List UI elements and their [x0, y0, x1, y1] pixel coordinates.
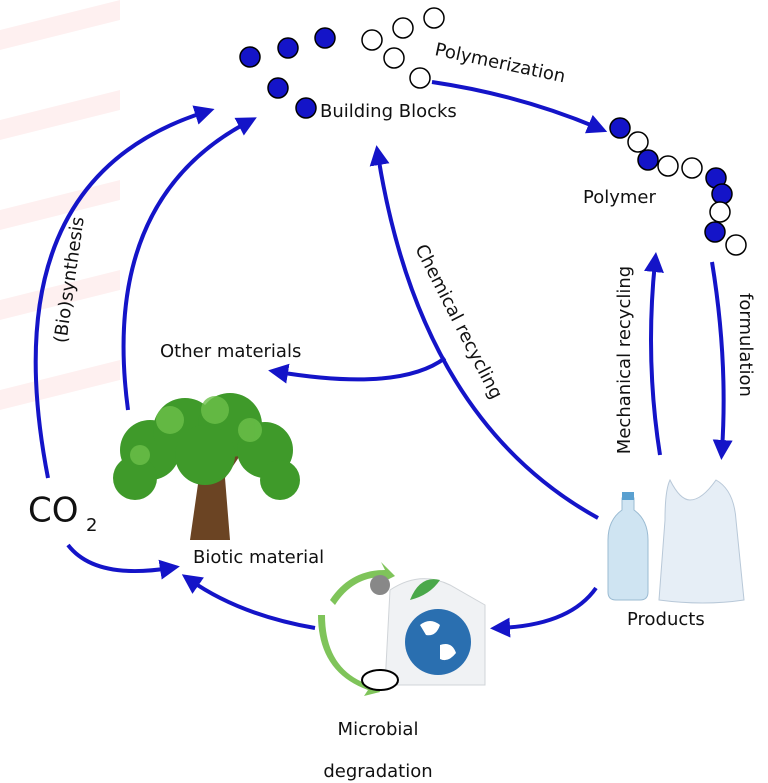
polymerization-label: Polymerization [433, 39, 567, 87]
chemical-recycling-arrow [378, 155, 598, 518]
cycle-diagram: Building Blocks Polymer Polymerization f… [0, 0, 768, 783]
tree-icon [113, 393, 300, 540]
products-label: Products [627, 609, 705, 630]
microbial-label: Microbial [338, 719, 419, 740]
other-materials-label: Other materials [160, 341, 301, 362]
co2-to-biotic-arrow [68, 545, 170, 571]
mechanical-recycling-arrow [651, 262, 660, 455]
co2-label: CO [28, 491, 79, 531]
microbial-to-biotic-arrow [190, 580, 315, 628]
formulation-label: formulation [735, 293, 756, 397]
biotic-material-label: Biotic material [193, 547, 324, 568]
polymerization-arrow [432, 82, 598, 128]
microbial-icon [318, 562, 485, 696]
degradation-label: degradation [323, 761, 432, 782]
tree-arrow [124, 122, 248, 410]
products-to-microbial-arrow [500, 588, 596, 628]
mechanical-recycling-label: Mechanical recycling [614, 266, 635, 454]
polymer-label: Polymer [583, 187, 656, 208]
building-blocks-label: Building Blocks [320, 101, 457, 122]
background-stripes [0, 0, 120, 410]
other-materials-arrow [278, 358, 445, 379]
co2-subscript: 2 [86, 515, 97, 536]
products-icon [608, 480, 744, 603]
formulation-arrow [712, 262, 724, 450]
